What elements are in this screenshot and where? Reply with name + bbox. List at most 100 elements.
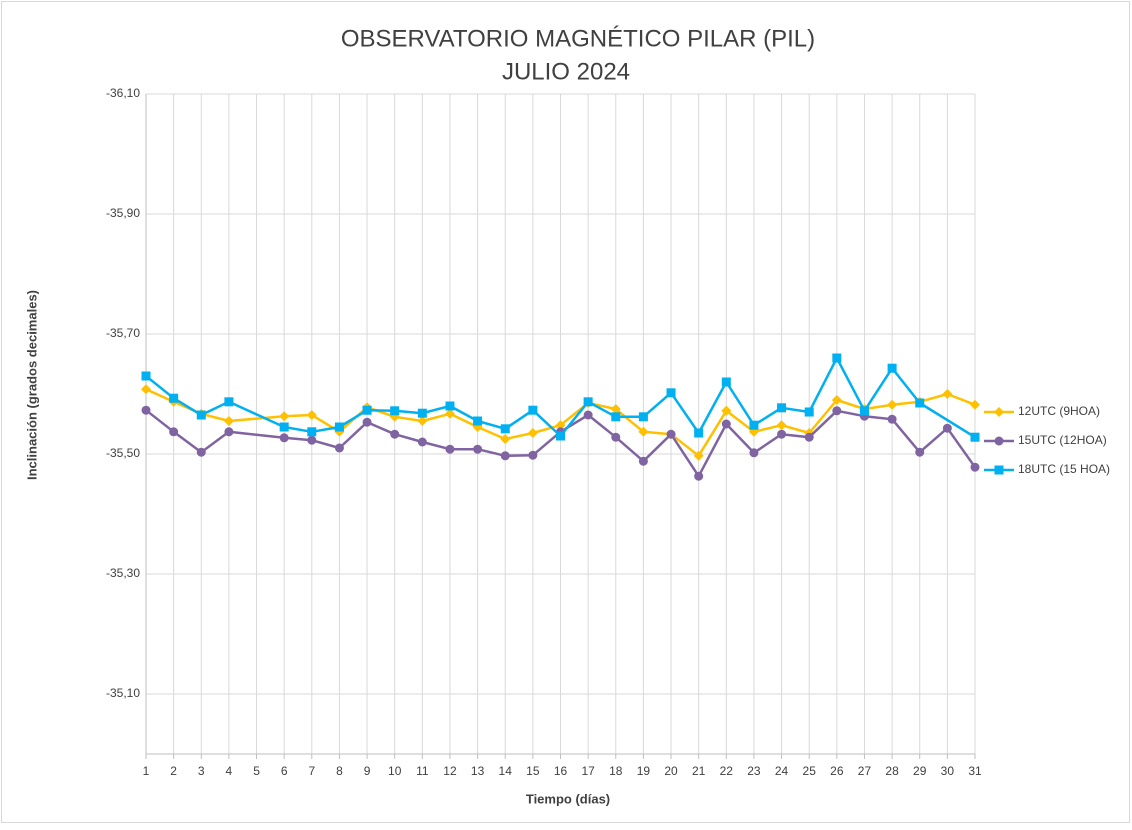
data-point: [473, 416, 483, 426]
data-point: [832, 406, 842, 416]
x-tick-label: 6: [281, 764, 288, 778]
data-point: [776, 420, 787, 431]
x-tick-label: 20: [664, 764, 678, 778]
data-point: [444, 408, 455, 419]
x-tick-label: 26: [830, 764, 844, 778]
x-tick-label: 9: [364, 764, 371, 778]
x-tick-label: 8: [336, 764, 343, 778]
x-tick-label: 7: [308, 764, 315, 778]
x-tick-label: 4: [226, 764, 233, 778]
x-tick-label: 21: [692, 764, 706, 778]
data-point: [334, 422, 344, 432]
data-point: [224, 427, 234, 437]
data-point: [362, 417, 372, 427]
data-point: [556, 431, 565, 441]
data-point: [831, 395, 842, 405]
data-point: [417, 437, 427, 447]
data-point: [666, 429, 676, 439]
data-point: [721, 419, 731, 429]
x-tick-label: 1: [143, 764, 150, 778]
y-axis-label: Inclinación (grados decimales): [24, 290, 39, 480]
x-tick-label: 5: [253, 764, 260, 778]
data-point: [638, 426, 649, 437]
data-point: [970, 462, 980, 472]
data-point: [334, 443, 344, 453]
data-point: [500, 451, 510, 461]
chart-title: JULIO 2024: [502, 58, 630, 85]
data-point: [307, 435, 317, 445]
data-point: [777, 403, 787, 413]
legend-label: 12UTC (9HOA): [1018, 404, 1100, 418]
data-point: [417, 416, 428, 426]
data-point: [859, 406, 869, 416]
x-tick-label: 23: [747, 764, 761, 778]
x-tick-label: 15: [526, 764, 540, 778]
data-point: [196, 447, 206, 457]
legend-label: 15UTC (12HOA): [1018, 433, 1107, 447]
data-point: [638, 412, 648, 422]
y-tick-label: -35,30: [106, 566, 140, 580]
data-point: [196, 410, 206, 420]
y-tick-label: -36,10: [106, 86, 140, 100]
legend-marker: [994, 465, 1004, 475]
x-tick-label: 14: [499, 764, 513, 778]
x-tick-label: 30: [941, 764, 955, 778]
data-point: [970, 399, 980, 410]
data-point: [141, 384, 151, 395]
data-point: [777, 429, 787, 439]
data-point: [307, 427, 317, 437]
data-point: [528, 405, 538, 415]
data-point: [390, 406, 400, 416]
x-tick-label: 3: [198, 764, 205, 778]
x-tick-label: 29: [913, 764, 927, 778]
x-tick-label: 22: [720, 764, 734, 778]
y-tick-label: -35,70: [106, 326, 140, 340]
y-tick-label: -35,90: [106, 206, 140, 220]
data-point: [169, 393, 179, 403]
data-point: [528, 450, 538, 460]
data-point: [224, 397, 234, 407]
data-point: [887, 414, 897, 424]
data-point: [693, 450, 704, 461]
legend-marker: [994, 436, 1004, 446]
data-point: [721, 377, 731, 387]
data-point: [666, 388, 676, 398]
x-tick-label: 13: [471, 764, 485, 778]
data-point: [583, 397, 593, 407]
x-tick-label: 12: [443, 764, 457, 778]
x-tick-label: 10: [388, 764, 402, 778]
x-tick-label: 25: [803, 764, 817, 778]
y-tick-label: -35,50: [106, 446, 140, 460]
data-point: [279, 411, 290, 422]
data-point: [473, 444, 483, 454]
x-tick-label: 28: [885, 764, 899, 778]
data-point: [611, 432, 621, 442]
legend-label: 18UTC (15 HOA): [1018, 462, 1110, 476]
data-point: [804, 432, 814, 442]
x-tick-label: 17: [581, 764, 595, 778]
data-point: [141, 405, 151, 415]
data-point: [390, 429, 400, 439]
x-tick-label: 19: [637, 764, 651, 778]
data-point: [638, 456, 648, 466]
data-point: [279, 422, 289, 432]
x-tick-label: 2: [170, 764, 177, 778]
data-point: [306, 410, 317, 420]
data-point: [887, 399, 898, 410]
data-point: [749, 420, 759, 430]
data-point: [500, 424, 510, 434]
data-point: [500, 434, 511, 444]
series-line: [145, 409, 977, 478]
x-tick-label: 11: [416, 764, 429, 778]
data-point: [362, 405, 372, 415]
data-point: [887, 363, 897, 373]
data-point: [417, 408, 427, 418]
data-point: [445, 401, 455, 411]
data-point: [694, 428, 704, 438]
x-tick-label: 16: [554, 764, 568, 778]
x-tick-label: 31: [968, 764, 982, 778]
data-point: [169, 427, 179, 437]
chart-title: OBSERVATORIO MAGNÉTICO PILAR (PIL): [341, 25, 815, 52]
